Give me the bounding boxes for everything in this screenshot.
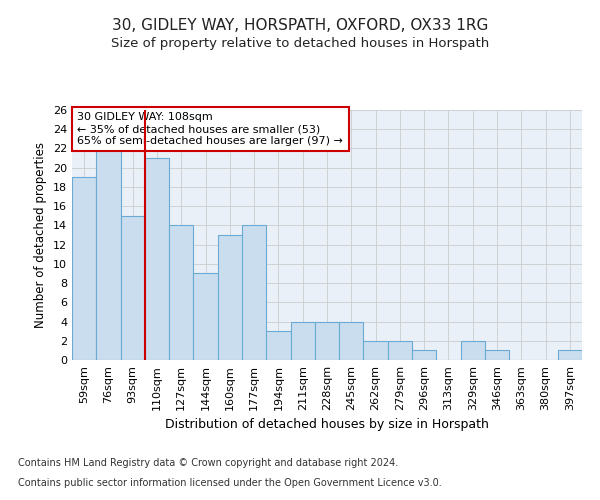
Bar — [145, 158, 169, 360]
Bar — [558, 350, 582, 360]
Bar — [364, 341, 388, 360]
Bar — [72, 178, 96, 360]
Text: Contains HM Land Registry data © Crown copyright and database right 2024.: Contains HM Land Registry data © Crown c… — [18, 458, 398, 468]
Bar — [193, 274, 218, 360]
Bar — [218, 235, 242, 360]
X-axis label: Distribution of detached houses by size in Horspath: Distribution of detached houses by size … — [165, 418, 489, 432]
Bar — [121, 216, 145, 360]
Text: Contains public sector information licensed under the Open Government Licence v3: Contains public sector information licen… — [18, 478, 442, 488]
Bar — [388, 341, 412, 360]
Bar — [242, 226, 266, 360]
Y-axis label: Number of detached properties: Number of detached properties — [34, 142, 47, 328]
Bar — [339, 322, 364, 360]
Bar — [169, 226, 193, 360]
Text: 30, GIDLEY WAY, HORSPATH, OXFORD, OX33 1RG: 30, GIDLEY WAY, HORSPATH, OXFORD, OX33 1… — [112, 18, 488, 32]
Bar — [96, 148, 121, 360]
Text: 30 GIDLEY WAY: 108sqm
← 35% of detached houses are smaller (53)
65% of semi-deta: 30 GIDLEY WAY: 108sqm ← 35% of detached … — [77, 112, 343, 146]
Bar — [461, 341, 485, 360]
Bar — [290, 322, 315, 360]
Bar — [266, 331, 290, 360]
Text: Size of property relative to detached houses in Horspath: Size of property relative to detached ho… — [111, 38, 489, 51]
Bar — [315, 322, 339, 360]
Bar — [485, 350, 509, 360]
Bar — [412, 350, 436, 360]
